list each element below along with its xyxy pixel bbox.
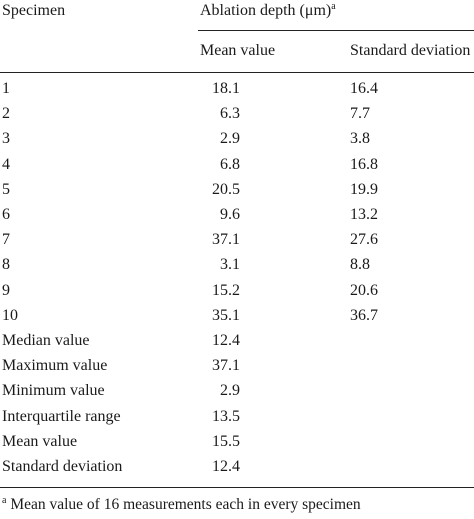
specimen-standard-deviation: 16.4: [350, 80, 378, 97]
footnote-text: Mean value of 16 measurements each in ev…: [10, 496, 361, 513]
header-mean-value: Mean value: [200, 42, 276, 59]
header-ablation-depth-label: Ablation depth (μm): [200, 2, 332, 19]
specimen-label: 4: [2, 155, 10, 173]
summary-label: Minimum value: [2, 382, 105, 400]
table-bottom-rule: [0, 487, 474, 488]
summary-value: 2.9: [220, 382, 240, 400]
summary-label: Interquartile range: [2, 407, 121, 425]
specimen-label: 2: [2, 105, 10, 123]
specimen-label: 3: [2, 130, 10, 148]
header-ablation-depth: Ablation depth (μm)a: [200, 2, 336, 20]
specimen-label: 7: [2, 231, 10, 249]
summary-label: Median value: [2, 332, 90, 349]
specimen-mean-value: 9.6: [220, 206, 240, 223]
specimen-mean-value: 3.1: [220, 256, 240, 274]
specimen-mean-value: 2.9: [220, 130, 240, 148]
specimen-standard-deviation: 27.6: [350, 231, 378, 249]
header-specimen: Specimen: [2, 2, 66, 19]
footnote: a Mean value of 16 measurements each in …: [2, 496, 361, 514]
summary-value: 13.5: [212, 407, 240, 425]
header-footnote-mark: a: [331, 1, 336, 12]
specimen-standard-deviation: 36.7: [350, 306, 378, 324]
specimen-mean-value: 35.1: [212, 306, 240, 324]
specimen-standard-deviation: 3.8: [350, 130, 370, 148]
specimen-label: 8: [2, 256, 10, 274]
specimen-mean-value: 6.3: [220, 105, 240, 123]
header-standard-deviation: Standard deviation: [350, 42, 471, 59]
specimen-mean-value: 18.1: [212, 80, 240, 97]
specimen-mean-value: 37.1: [212, 231, 240, 249]
specimen-label: 10: [2, 306, 18, 324]
specimen-standard-deviation: 7.7: [350, 105, 370, 123]
specimen-standard-deviation: 16.8: [350, 155, 378, 173]
footnote-mark: a: [2, 495, 7, 506]
specimen-label: 6: [2, 206, 10, 223]
specimen-mean-value: 6.8: [220, 155, 240, 173]
summary-label: Maximum value: [2, 357, 108, 375]
specimen-label: 5: [2, 180, 10, 198]
specimen-label: 9: [2, 281, 10, 299]
specimen-standard-deviation: 19.9: [350, 180, 378, 198]
specimen-mean-value: 20.5: [212, 180, 240, 198]
header-bottom-rule: [0, 72, 474, 73]
summary-value: 15.5: [212, 432, 240, 450]
specimen-mean-value: 15.2: [212, 281, 240, 299]
summary-value: 37.1: [212, 357, 240, 375]
header-group-rule: [198, 30, 474, 31]
specimen-standard-deviation: 20.6: [350, 281, 378, 299]
specimen-label: 1: [2, 80, 10, 97]
summary-label: Mean value: [2, 432, 78, 450]
summary-value: 12.4: [212, 332, 240, 349]
summary-label: Standard deviation: [2, 458, 123, 475]
specimen-standard-deviation: 8.8: [350, 256, 370, 274]
specimen-standard-deviation: 13.2: [350, 206, 378, 223]
summary-value: 12.4: [212, 458, 240, 475]
